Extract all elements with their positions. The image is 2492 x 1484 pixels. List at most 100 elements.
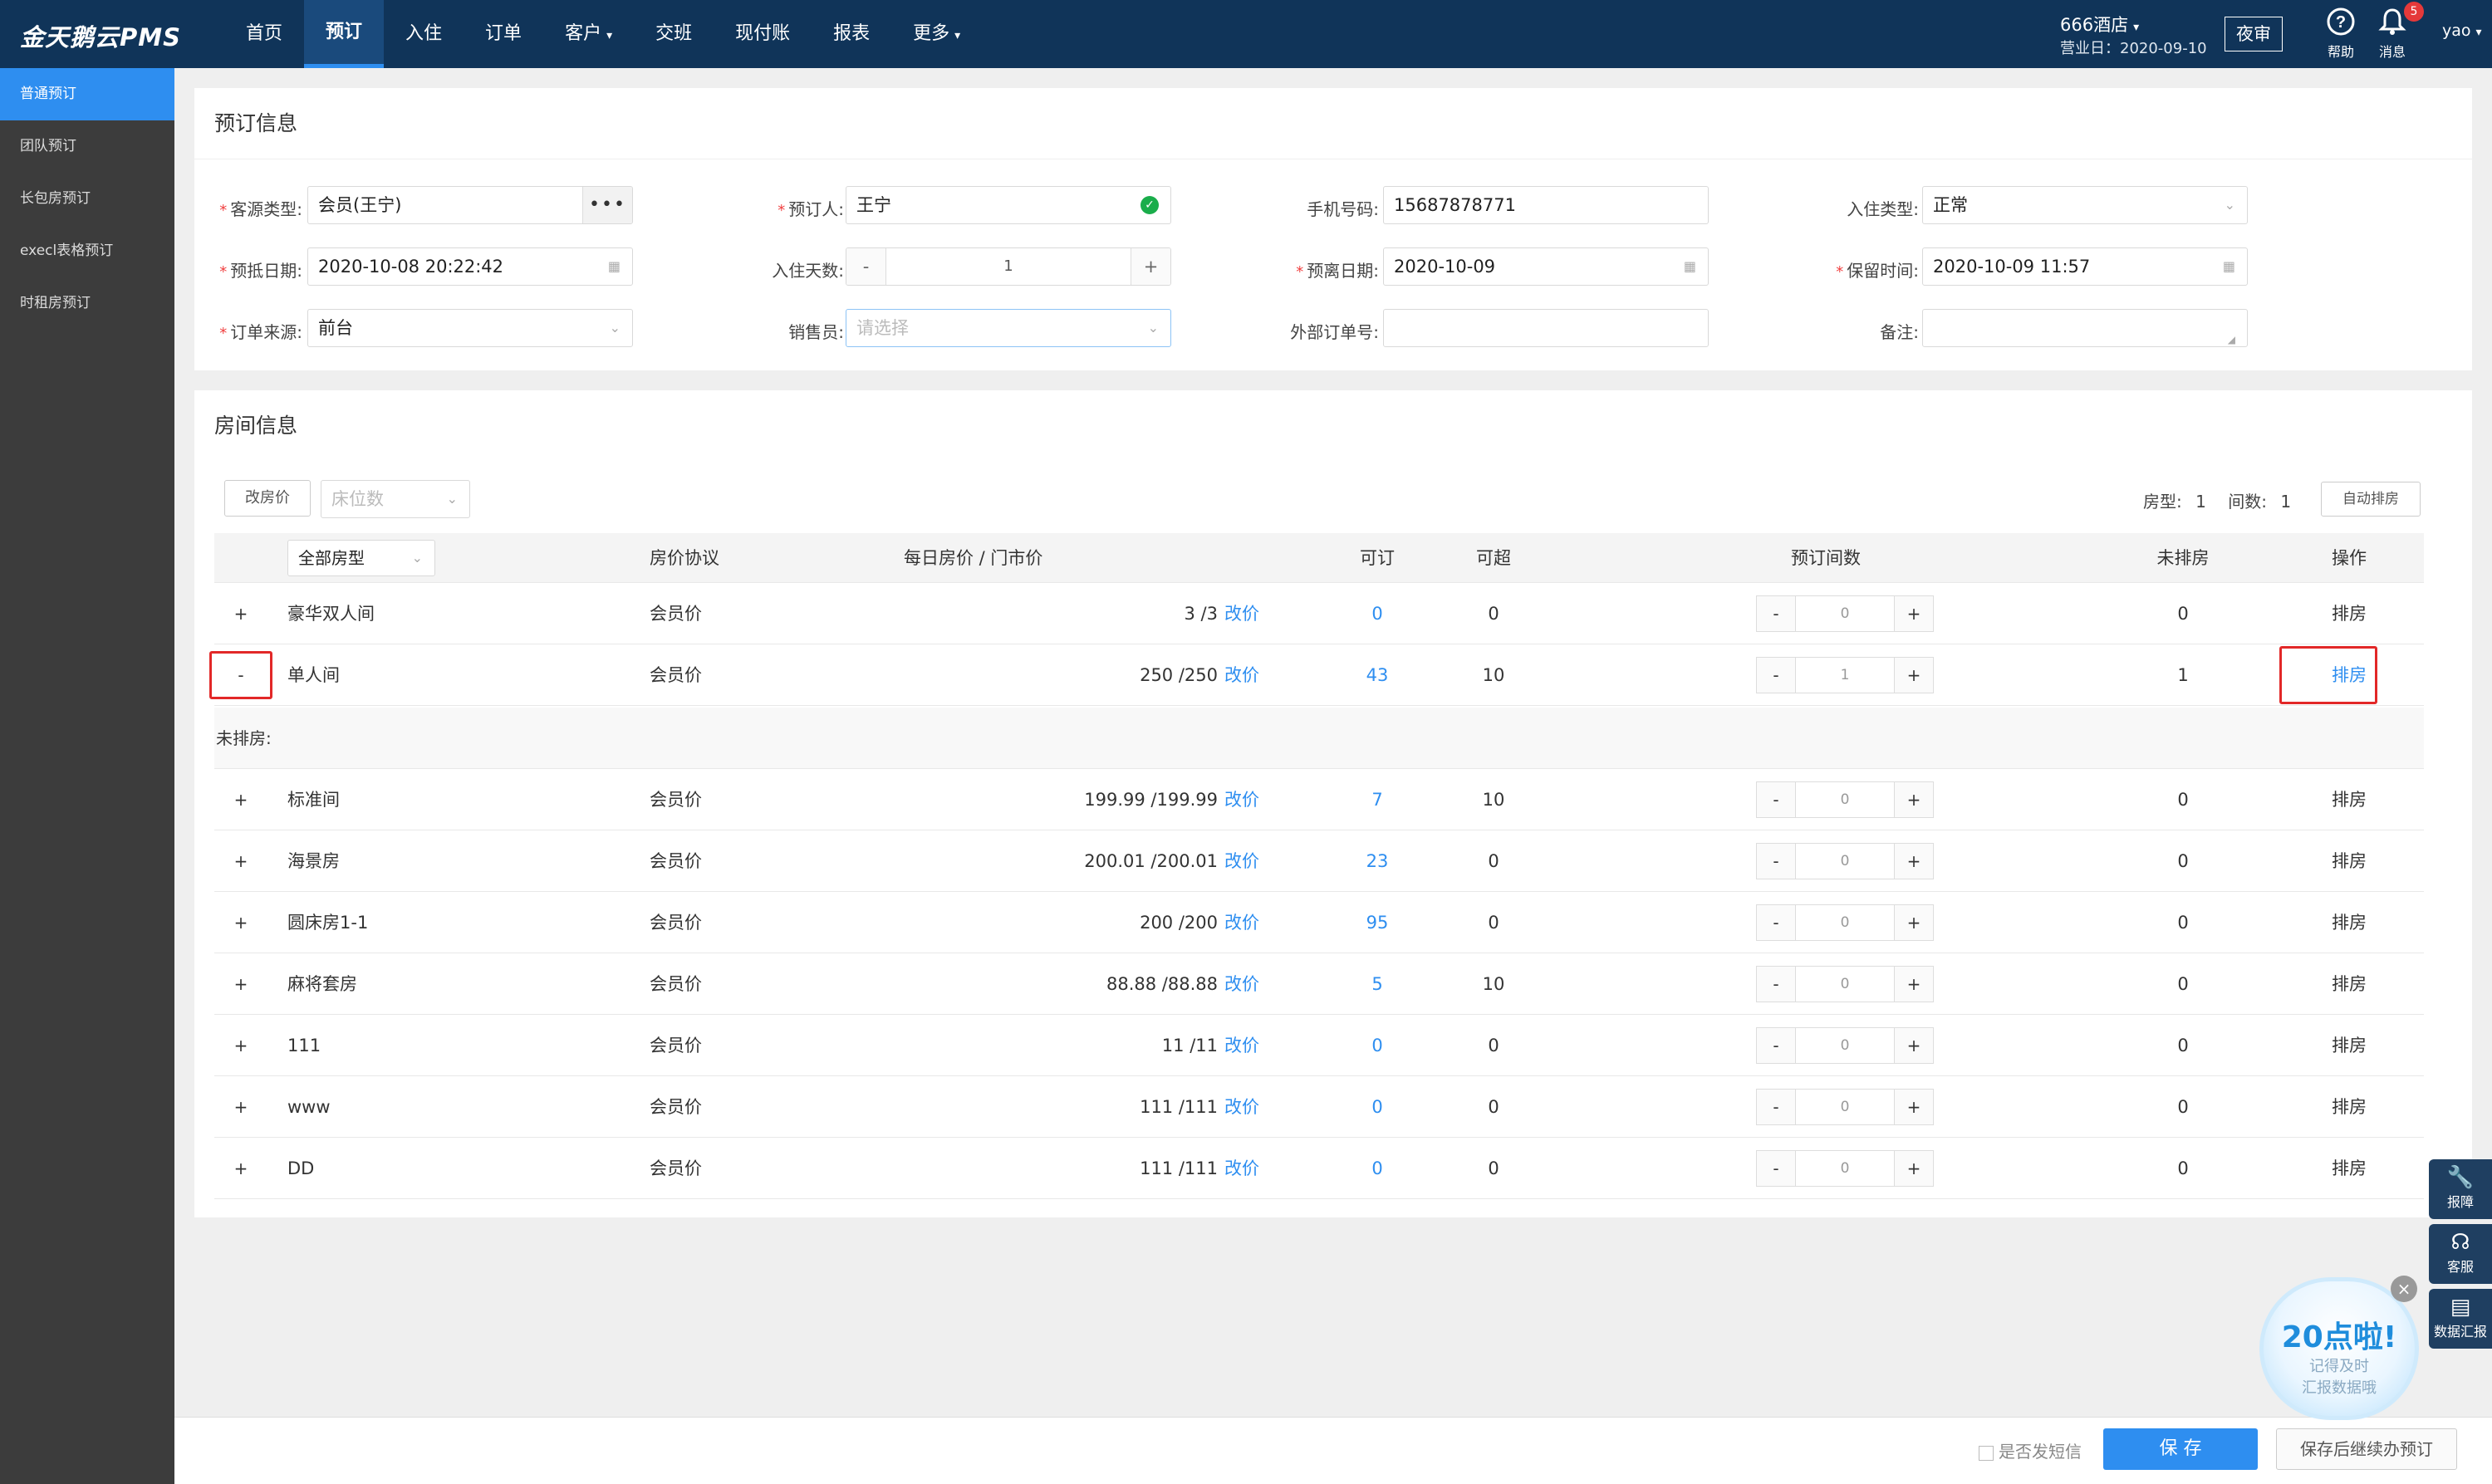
stay-days-stepper[interactable]: - 1 + [846,247,1171,286]
booking-count-value[interactable]: 0 [1795,844,1895,879]
promo-bubble[interactable]: 20点啦! 记得及时 汇报数据哦 [2259,1277,2419,1420]
plus-icon[interactable]: + [1895,844,1933,879]
plus-icon[interactable]: + [1131,248,1170,285]
booking-count-stepper[interactable]: -0 + [1756,1089,1934,1125]
available-count-link[interactable]: 43 [1366,665,1389,685]
minus-icon[interactable]: - [1757,658,1795,693]
change-price-link[interactable]: 改价 [1224,1097,1259,1117]
booking-count-stepper[interactable]: -1 + [1756,657,1934,693]
change-price-link[interactable]: 改价 [1224,913,1259,933]
assign-room-link[interactable]: 排房 [2332,1036,2367,1055]
room-type-filter-select[interactable]: 全部房型 ⌄ [287,540,435,576]
available-count-link[interactable]: 0 [1371,1097,1383,1117]
plus-icon[interactable]: + [1895,967,1933,1002]
expand-row-icon[interactable]: + [233,913,248,933]
nav-booking[interactable]: 预订 [304,0,385,68]
assign-room-link[interactable]: 排房 [2332,913,2367,933]
nav-reports[interactable]: 报表 [833,23,871,44]
nav-customers[interactable]: 客户 ▾ [543,0,634,68]
sidebar-item-long-stay-booking[interactable]: 长包房预订 [20,190,91,207]
minus-icon[interactable]: - [1757,1028,1795,1063]
assign-room-link[interactable]: 排房 [2332,1158,2367,1178]
nav-cash-account[interactable]: 现付账 [735,23,791,44]
booking-count-stepper[interactable]: -0 + [1756,966,1934,1002]
assign-room-link[interactable]: 排房 [2332,1097,2367,1117]
plus-icon[interactable]: + [1895,1028,1933,1063]
assign-room-link[interactable]: 排房 [2332,974,2367,994]
minus-icon[interactable]: - [1757,967,1795,1002]
change-price-link[interactable]: 改价 [1224,604,1259,624]
plus-icon[interactable]: + [1895,658,1933,693]
expand-row-icon[interactable]: + [233,1036,248,1055]
booking-count-stepper[interactable]: -0 + [1756,843,1934,879]
booking-count-value[interactable]: 0 [1795,1151,1895,1186]
plus-icon[interactable]: + [1895,782,1933,817]
customer-service-button[interactable]: ☊ 客服 [2429,1224,2492,1284]
available-count-link[interactable]: 0 [1371,604,1383,624]
remark-textarea[interactable]: ◢ [1922,309,2248,347]
change-price-link[interactable]: 改价 [1224,974,1259,994]
minus-icon[interactable]: - [1757,905,1795,940]
messages-button[interactable]: 消息 [2367,7,2417,61]
resize-handle-icon[interactable]: ◢ [2227,334,2235,345]
minus-icon[interactable]: - [1757,1090,1795,1124]
nav-home[interactable]: 首页 [246,23,283,44]
data-report-button[interactable]: ▤ 数据汇报 [2429,1289,2492,1349]
nav-more[interactable]: 更多 ▾ [891,0,982,68]
expand-row-icon[interactable]: + [233,1097,248,1117]
sidebar-item-normal-booking[interactable]: 普通预订 [0,68,174,120]
nav-shift[interactable]: 交班 [655,23,693,44]
change-price-link[interactable]: 改价 [1224,1158,1259,1178]
expand-row-icon[interactable]: + [233,1158,248,1178]
booking-count-stepper[interactable]: -0 + [1756,904,1934,941]
nav-orders[interactable]: 订单 [485,23,522,44]
save-button[interactable]: 保 存 [2103,1428,2258,1470]
booking-count-value[interactable]: 0 [1795,967,1895,1002]
plus-icon[interactable]: + [1895,905,1933,940]
minus-icon[interactable]: - [1757,1151,1795,1186]
available-count-link[interactable]: 0 [1371,1036,1383,1055]
change-price-button[interactable]: 改房价 [224,480,311,517]
change-price-link[interactable]: 改价 [1224,790,1259,810]
booker-field[interactable]: 王宁 ✓ [846,186,1171,224]
booking-count-value[interactable]: 0 [1795,1090,1895,1124]
booking-count-value[interactable]: 0 [1795,1028,1895,1063]
hold-time-field[interactable]: 2020-10-09 11:57 ▦ [1922,247,2248,286]
checkin-type-select[interactable]: 正常 ⌄ [1922,186,2248,224]
booking-count-value[interactable]: 1 [1795,658,1895,693]
night-audit-button[interactable]: 夜审 [2225,17,2283,51]
depart-date-field[interactable]: 2020-10-09 ▦ [1383,247,1709,286]
plus-icon[interactable]: + [1895,1090,1933,1124]
expand-row-icon[interactable]: + [233,851,248,871]
sidebar-item-excel-booking[interactable]: execl表格预订 [20,242,114,259]
booking-count-stepper[interactable]: -0 + [1756,1027,1934,1064]
minus-icon[interactable]: - [1757,596,1795,631]
assign-room-link[interactable]: 排房 [2332,604,2367,624]
booking-count-stepper[interactable]: -0 + [1756,1150,1934,1187]
available-count-link[interactable]: 7 [1371,790,1383,810]
minus-icon[interactable]: - [1757,844,1795,879]
external-order-field[interactable] [1383,309,1709,347]
assign-room-link[interactable]: 排房 [2332,790,2367,810]
booking-count-value[interactable]: 0 [1795,596,1895,631]
expand-row-icon[interactable]: + [233,790,248,810]
report-issue-button[interactable]: 🔧 报障 [2429,1159,2492,1219]
sidebar-item-group-booking[interactable]: 团队预订 [20,138,76,154]
sales-select[interactable]: 请选择 ⌄ [846,309,1171,347]
source-type-field[interactable]: 会员(王宁) ••• [307,186,633,224]
help-button[interactable]: ? 帮助 [2316,7,2366,61]
minus-icon[interactable]: - [846,248,886,285]
assign-room-link[interactable]: 排房 [2332,665,2367,685]
booking-count-stepper[interactable]: -0 + [1756,595,1934,632]
app-logo[interactable]: 金天鹅云PMS [20,23,181,51]
booking-count-stepper[interactable]: -0 + [1756,781,1934,818]
auto-assign-button[interactable]: 自动排房 [2321,482,2421,517]
phone-field[interactable]: 15687878771 [1383,186,1709,224]
plus-icon[interactable]: + [1895,1151,1933,1186]
collapse-row-icon[interactable]: - [238,665,244,685]
change-price-link[interactable]: 改价 [1224,1036,1259,1055]
close-icon[interactable]: × [2391,1276,2417,1302]
send-sms-checkbox[interactable]: 是否发短信 [1979,1438,2082,1462]
minus-icon[interactable]: - [1757,782,1795,817]
nav-checkin[interactable]: 入住 [405,23,443,44]
